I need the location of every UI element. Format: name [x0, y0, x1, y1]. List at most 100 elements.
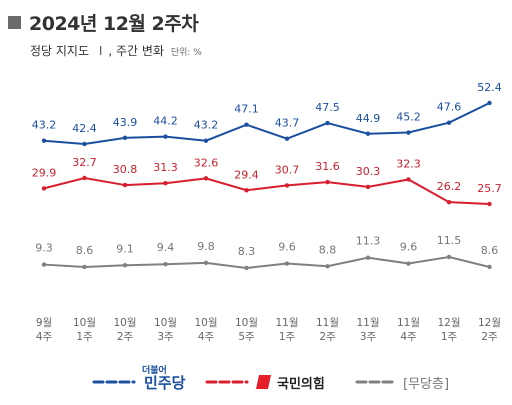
data-label-dp-8: 44.9	[356, 112, 381, 125]
data-label-dp-9: 45.2	[396, 111, 421, 124]
data-point-ind-9	[406, 261, 411, 266]
data-point-dp-7	[325, 120, 330, 126]
data-label-dp-4: 43.2	[194, 119, 219, 132]
data-label-dp-7: 47.5	[315, 101, 340, 114]
legend-line-ind-icon	[355, 380, 395, 384]
data-point-dp-3	[163, 134, 168, 139]
x-tick-label-9-0: 11월	[397, 317, 420, 329]
x-tick-label-11-0: 12월	[478, 317, 501, 329]
data-label-ind-9: 9.6	[400, 241, 418, 254]
data-point-ppp-11	[487, 201, 492, 207]
x-tick-label-11-1: 2주	[481, 331, 498, 343]
data-label-dp-0: 43.2	[32, 119, 57, 132]
data-label-ppp-11: 25.7	[477, 182, 502, 195]
data-point-ppp-2	[122, 182, 128, 188]
subtitle-main: 정당 지지도	[30, 44, 90, 58]
legend-line-dp-icon	[92, 380, 136, 384]
data-label-dp-10: 47.6	[437, 101, 462, 114]
data-label-ind-6: 9.6	[278, 241, 296, 254]
series-line-dp	[43, 102, 490, 146]
data-label-ind-8: 11.3	[356, 235, 381, 248]
x-tick-label-3-0: 10월	[154, 317, 177, 329]
data-label-ind-4: 9.8	[197, 240, 215, 253]
subtitle: 정당 지지도 Ⅰ , 주간 변화 단위: %	[30, 42, 202, 59]
data-point-dp-10	[446, 120, 452, 125]
legend-label-ppp: 국민의힘	[277, 376, 325, 392]
data-point-ind-3	[163, 262, 168, 267]
page-title: 2024년 12월 2주차	[29, 12, 199, 35]
title-square-icon	[8, 15, 21, 29]
series-line-ppp	[43, 176, 490, 205]
data-label-dp-11: 52.4	[477, 81, 502, 94]
data-point-ind-6	[284, 261, 290, 266]
data-label-ind-5: 8.3	[238, 245, 256, 258]
unit-label: 단위: %	[170, 48, 202, 58]
data-label-ppp-1: 32.7	[72, 156, 97, 169]
data-point-ppp-1	[82, 175, 87, 181]
x-tick-label-7-0: 11월	[316, 317, 339, 329]
data-label-ppp-8: 30.3	[356, 165, 381, 178]
data-point-ind-1	[82, 264, 87, 270]
data-point-ppp-9	[406, 177, 411, 182]
data-point-ind-0	[41, 262, 47, 267]
data-point-ppp-8	[365, 184, 371, 190]
data-point-ppp-4	[203, 176, 209, 181]
data-label-ppp-7: 31.6	[315, 160, 340, 173]
data-point-ppp-6	[284, 183, 290, 188]
data-point-dp-4	[203, 138, 209, 143]
data-label-ind-1: 8.6	[76, 244, 94, 257]
x-tick-label-5-1: 5주	[238, 331, 255, 343]
legend-line-ppp-icon	[205, 380, 249, 384]
x-tick-label-8-1: 3주	[360, 331, 377, 343]
data-point-ind-10	[446, 254, 452, 260]
legend: 더불어 민주당 국민의힘 [무당층]	[0, 366, 512, 398]
data-point-ind-7	[325, 264, 330, 269]
x-tick-label-1-0: 10월	[73, 317, 96, 329]
data-label-dp-3: 44.2	[153, 115, 178, 128]
subtitle-sub: , 주간 변화	[108, 44, 164, 58]
x-tick-label-6-0: 11월	[275, 317, 298, 329]
data-point-ppp-10	[446, 199, 452, 205]
x-tick-label-10-0: 12월	[437, 317, 460, 329]
x-tick-label-6-1: 1주	[279, 331, 296, 343]
series-line-ind	[43, 255, 490, 270]
data-point-ind-11	[487, 264, 492, 270]
x-tick-label-8-0: 11월	[356, 317, 379, 329]
data-label-ppp-9: 32.3	[396, 157, 421, 170]
data-label-dp-1: 42.4	[72, 122, 97, 135]
data-point-ppp-7	[325, 179, 330, 185]
data-point-dp-6	[284, 136, 290, 141]
data-point-ppp-5	[244, 188, 249, 193]
data-label-ppp-5: 29.4	[234, 168, 259, 181]
data-point-dp-9	[406, 130, 411, 135]
data-point-ind-8	[365, 255, 371, 260]
subtitle-separator: Ⅰ	[98, 44, 103, 58]
data-point-dp-5	[244, 122, 249, 127]
data-label-ppp-0: 29.9	[32, 166, 57, 179]
data-label-ind-0: 9.3	[35, 242, 53, 255]
x-tick-label-2-0: 10월	[113, 317, 136, 329]
data-label-ind-2: 9.1	[116, 242, 134, 255]
data-label-dp-2: 43.9	[113, 116, 138, 129]
x-tick-label-4-0: 10월	[194, 317, 217, 329]
data-point-ind-5	[244, 265, 249, 271]
data-point-ind-4	[203, 260, 209, 266]
data-point-ppp-3	[163, 181, 168, 186]
data-point-dp-11	[487, 100, 492, 106]
data-label-ind-7: 8.8	[319, 243, 337, 256]
data-point-dp-8	[365, 131, 371, 136]
data-point-dp-2	[122, 135, 128, 141]
legend-item-ppp: 국민의힘	[205, 370, 325, 394]
data-label-ppp-6: 30.7	[275, 163, 300, 176]
legend-item-dp: 더불어 민주당	[92, 366, 185, 394]
data-label-ppp-3: 31.3	[153, 161, 178, 174]
legend-dp-small: 더불어	[142, 366, 167, 376]
data-point-dp-1	[82, 141, 87, 147]
x-tick-label-7-1: 2주	[319, 331, 336, 343]
x-tick-label-3-1: 3주	[157, 331, 174, 343]
data-label-dp-6: 43.7	[275, 117, 300, 130]
data-label-dp-5: 47.1	[234, 103, 259, 116]
x-tick-label-0-0: 9월	[36, 317, 52, 329]
x-tick-label-10-1: 1주	[441, 331, 458, 343]
